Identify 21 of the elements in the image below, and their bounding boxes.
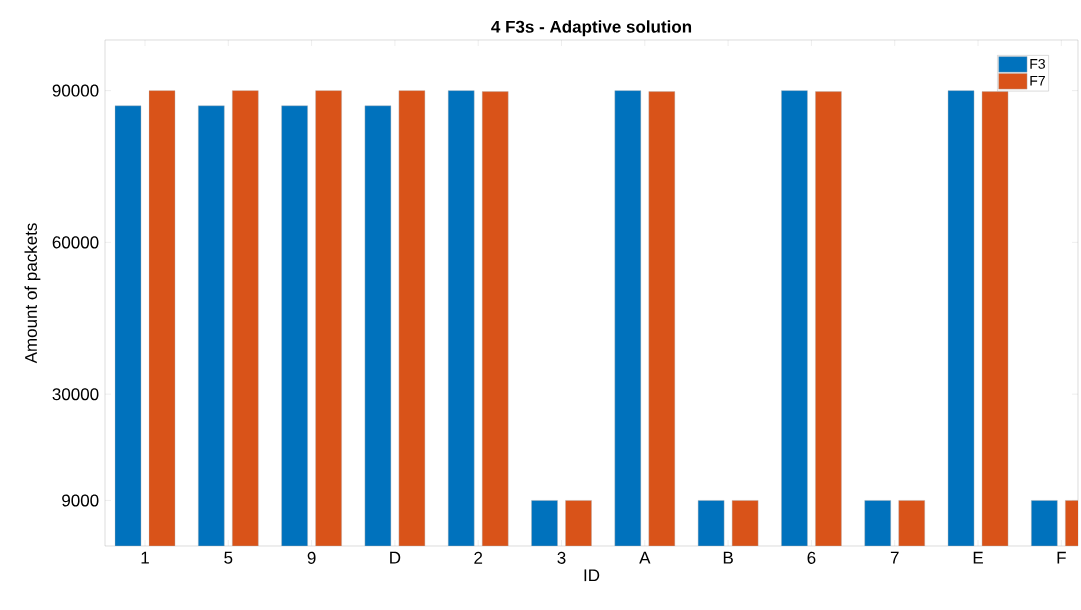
x-tick-label: 2 bbox=[474, 551, 483, 564]
y-tick-label: 30000 bbox=[52, 388, 99, 401]
x-tick-label: 3 bbox=[557, 551, 566, 564]
x-tick-label: 1 bbox=[141, 551, 149, 564]
x-axis-title: ID bbox=[584, 569, 600, 582]
x-tick-label: D bbox=[390, 551, 401, 564]
x-tick-label: 6 bbox=[807, 551, 816, 564]
y-tick-label: 60000 bbox=[52, 236, 99, 249]
x-tick-label: 7 bbox=[890, 551, 899, 564]
legend-label: F3 bbox=[1030, 58, 1045, 69]
x-tick-label: E bbox=[973, 551, 983, 564]
y-axis-title: Amount of packets bbox=[24, 223, 41, 364]
x-tick-label: 9 bbox=[307, 551, 316, 564]
y-tick-label: 9000 bbox=[62, 494, 99, 507]
y-tick-label: 90000 bbox=[52, 84, 99, 97]
chart-title: 4 F3s - Adaptive solution bbox=[491, 20, 692, 37]
x-tick-label: F bbox=[1057, 551, 1066, 564]
x-tick-label: 5 bbox=[224, 551, 233, 564]
legend-label: F7 bbox=[1030, 75, 1045, 86]
x-tick-label: B bbox=[723, 551, 733, 564]
x-tick-label: A bbox=[639, 551, 651, 564]
